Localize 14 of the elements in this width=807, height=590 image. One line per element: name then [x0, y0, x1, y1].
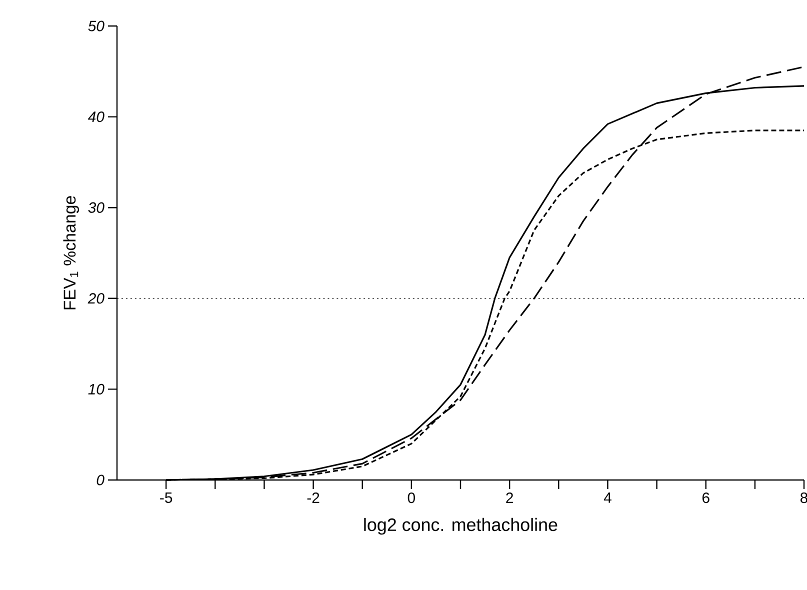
x-tick-label: -2 [307, 492, 320, 503]
x-tick-label: 2 [506, 492, 513, 503]
x-tick-label: 6 [702, 492, 710, 504]
y-tick-label: 20 [88, 293, 104, 304]
x-tick-label: -5 [160, 492, 172, 503]
y-tick-label: 50 [88, 20, 104, 32]
x-axis-title: log2 conc. methacholine [364, 518, 558, 535]
y-tick-label: 40 [88, 112, 104, 122]
y-axis-title: FEV$_{1}$ %change [63, 196, 80, 310]
y-tick-label: 10 [88, 384, 104, 394]
y-tick-label: 30 [88, 202, 104, 213]
x-tick-label: 4 [604, 492, 612, 503]
y-tick-label: 0 [96, 474, 104, 486]
x-tick-label: 0 [408, 492, 415, 504]
